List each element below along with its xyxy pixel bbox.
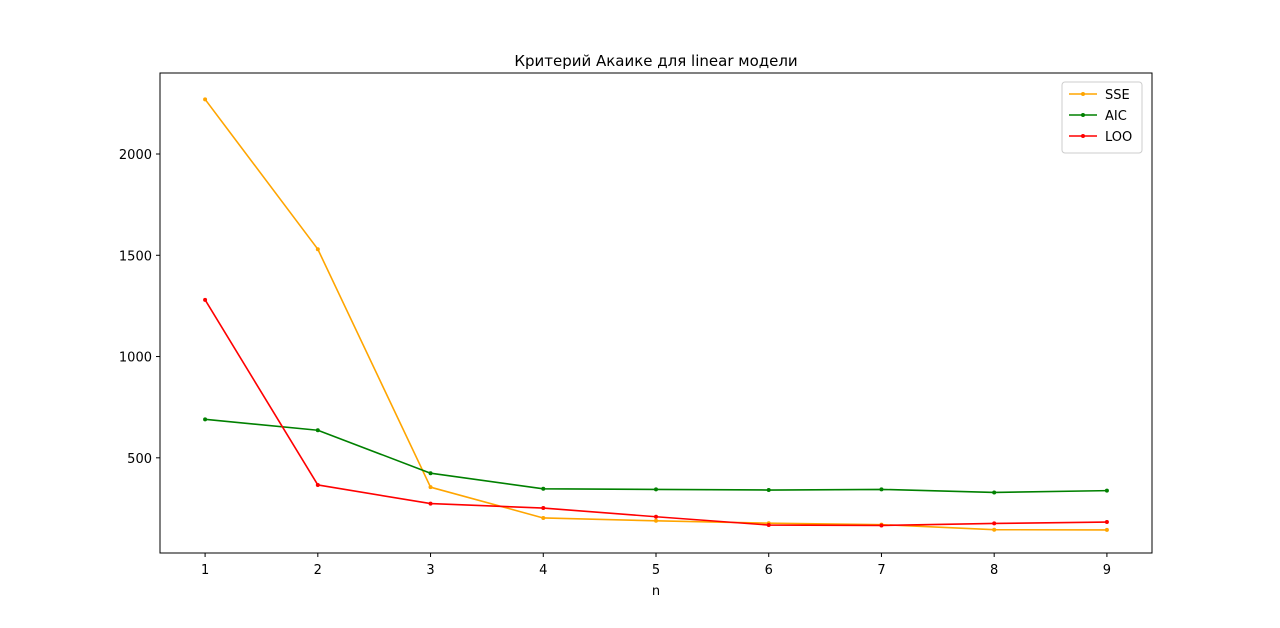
y-tick-label: 1000 <box>119 351 152 366</box>
data-point-aic <box>203 417 208 422</box>
data-point-loo <box>1104 520 1109 525</box>
data-point-sse <box>992 527 997 532</box>
data-point-loo <box>203 297 208 302</box>
data-point-loo <box>992 521 997 526</box>
x-tick-label: 5 <box>652 563 660 578</box>
y-tick-label: 500 <box>127 452 152 467</box>
x-tick-label: 2 <box>314 563 322 578</box>
chart-title: Критерий Акаике для linear модели <box>514 52 797 70</box>
data-point-aic <box>654 487 658 492</box>
data-point-sse <box>1104 527 1109 532</box>
data-point-loo <box>766 523 771 528</box>
data-point-sse <box>654 518 658 523</box>
data-point-aic <box>428 471 433 476</box>
data-point-loo <box>315 482 320 487</box>
data-point-aic <box>879 487 884 492</box>
x-tick-label: 4 <box>539 563 547 578</box>
x-tick-label: 8 <box>990 563 998 578</box>
data-point-aic <box>315 428 320 433</box>
legend-marker-aic <box>1081 113 1085 117</box>
data-point-sse <box>315 247 320 252</box>
data-point-aic <box>992 490 997 495</box>
data-point-loo <box>541 506 546 511</box>
legend-label-loo: LOO <box>1105 130 1132 145</box>
x-tick-label: 7 <box>877 563 885 578</box>
legend-marker-loo <box>1081 134 1085 138</box>
x-tick-label: 1 <box>201 563 209 578</box>
data-point-sse <box>428 485 433 490</box>
data-point-aic <box>766 488 771 493</box>
data-point-loo <box>879 523 884 528</box>
x-tick-label: 3 <box>426 563 434 578</box>
legend: SSE AIC LOO <box>1061 81 1143 154</box>
data-point-loo <box>428 501 433 506</box>
data-point-loo <box>654 514 658 519</box>
x-axis-label: n <box>652 584 660 599</box>
legend-label-aic: AIC <box>1105 109 1127 124</box>
x-tick-label: 6 <box>765 563 773 578</box>
legend-marker-sse <box>1081 92 1085 96</box>
legend-label-sse: SSE <box>1105 88 1130 103</box>
y-tick-label: 2000 <box>119 148 152 163</box>
y-tick-label: 1500 <box>119 249 152 264</box>
data-point-sse <box>203 97 208 102</box>
data-point-aic <box>541 486 546 491</box>
data-point-sse <box>541 515 546 520</box>
data-point-aic <box>1104 488 1109 493</box>
x-tick-label: 9 <box>1103 563 1111 578</box>
